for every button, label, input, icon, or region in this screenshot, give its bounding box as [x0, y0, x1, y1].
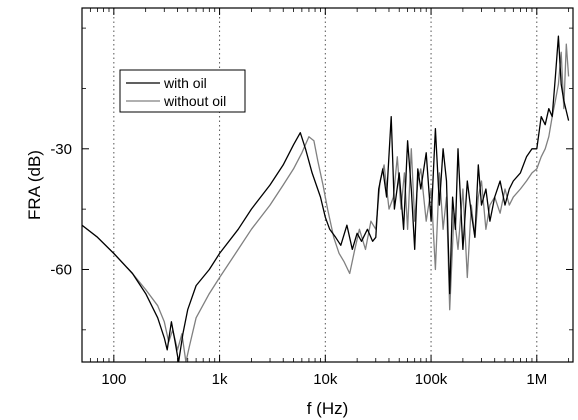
x-tick-label: 100k	[415, 371, 448, 388]
y-tick-label: -30	[50, 141, 72, 158]
y-axis-title: FRA (dB)	[25, 150, 44, 220]
legend-box	[119, 69, 246, 113]
x-tick-label: 1k	[212, 371, 228, 388]
x-tick-label: 1M	[526, 371, 547, 388]
legend: with oil without oil	[119, 69, 246, 113]
x-tick-label: 10k	[313, 371, 338, 388]
legend-label: with oil	[163, 75, 207, 91]
y-tick-label: -60	[50, 261, 72, 278]
x-axis-title: f (Hz)	[307, 399, 349, 418]
plot-frame	[81, 7, 574, 363]
legend-label: without oil	[163, 93, 226, 109]
series-line-without-oil	[82, 43, 570, 362]
x-tick-label: 100	[101, 371, 126, 388]
series-line-with-oil	[82, 35, 570, 362]
axis-ticks: 100 1k 10k 100k 1M -30 -60	[50, 8, 573, 388]
grid-lines	[113, 8, 538, 362]
series-group	[82, 35, 570, 362]
